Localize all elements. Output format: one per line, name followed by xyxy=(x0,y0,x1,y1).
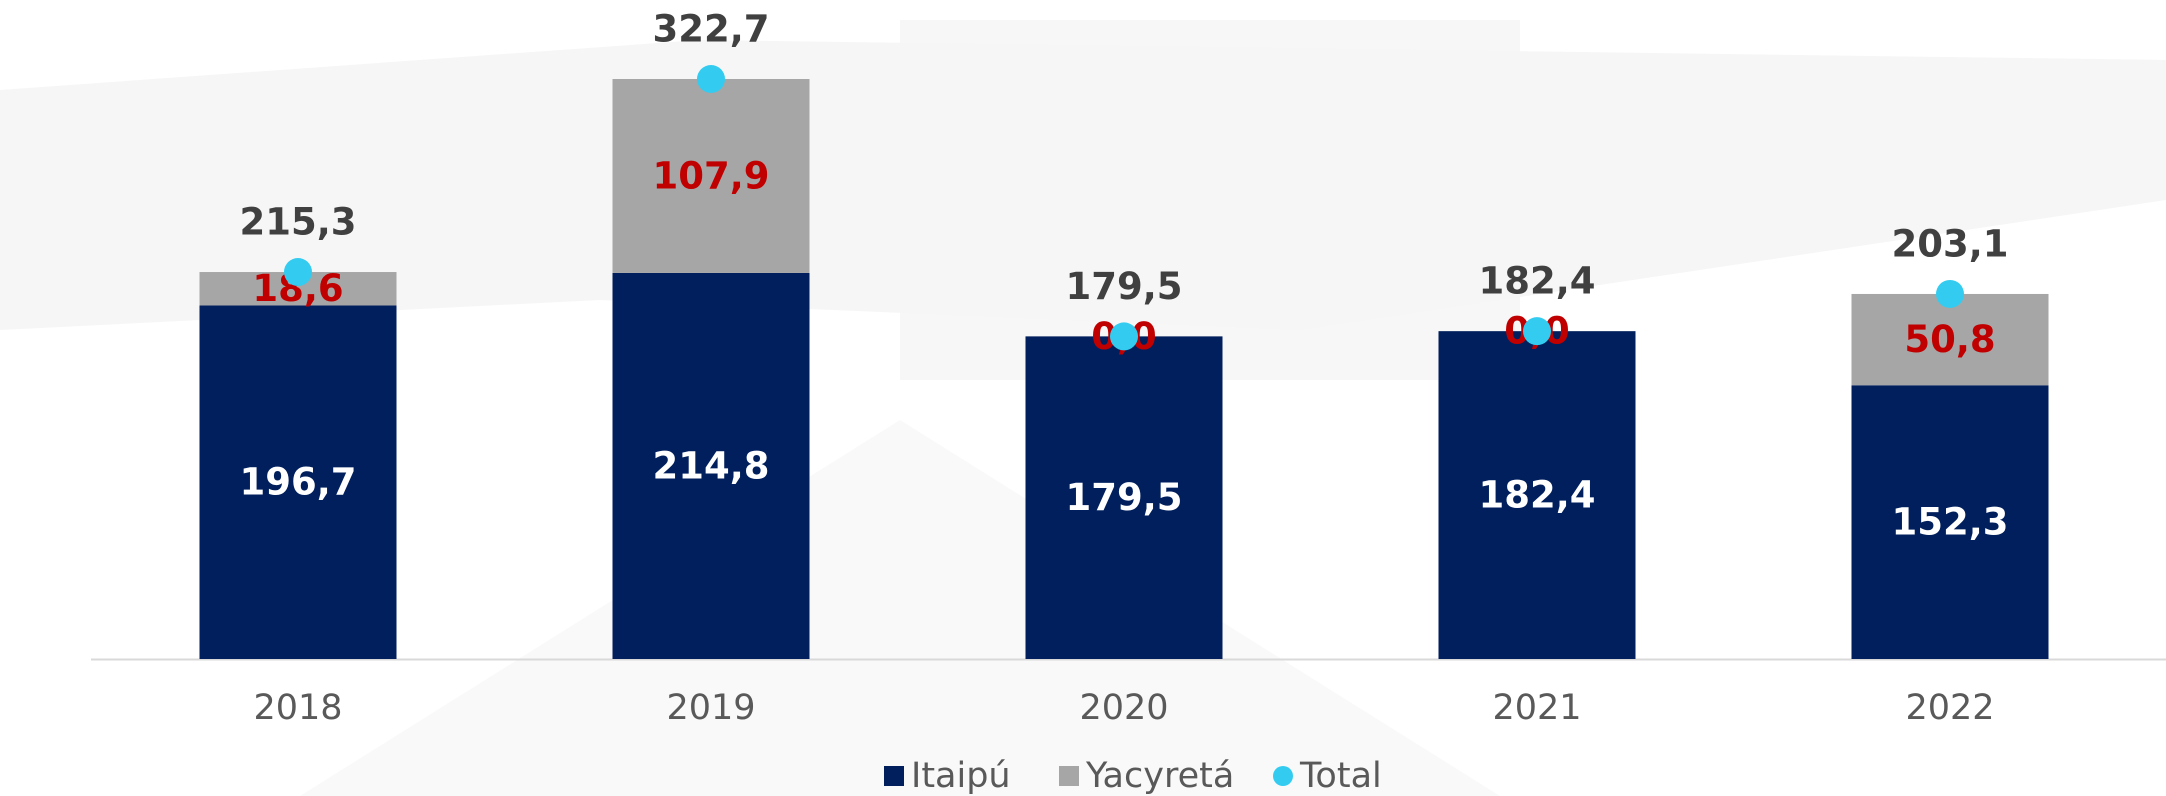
total-label: 179,5 xyxy=(1065,265,1182,308)
total-marker xyxy=(284,258,312,286)
legend-label: Itaipú xyxy=(911,756,1011,796)
legend-marker xyxy=(884,766,904,786)
bar-label: 152,3 xyxy=(1891,501,2008,544)
total-label: 322,7 xyxy=(652,8,769,51)
bar-label: 196,7 xyxy=(239,461,356,504)
bar-label: 214,8 xyxy=(652,444,769,487)
bar-label: 50,8 xyxy=(1904,318,1995,361)
total-marker xyxy=(1523,317,1551,345)
total-label: 203,1 xyxy=(1891,222,2008,265)
x-tick-label: 2020 xyxy=(1079,688,1168,728)
x-tick-label: 2021 xyxy=(1492,688,1581,728)
total-label: 182,4 xyxy=(1478,260,1595,303)
x-tick-label: 2019 xyxy=(666,688,755,728)
legend-label: Total xyxy=(1299,756,1382,796)
chart: 2018196,718,6215,32019214,8107,9322,7202… xyxy=(0,0,2166,796)
legend-marker xyxy=(1059,766,1079,786)
total-marker xyxy=(1936,280,1964,308)
total-marker xyxy=(697,65,725,93)
x-tick-label: 2022 xyxy=(1905,688,1994,728)
x-tick-label: 2018 xyxy=(253,688,342,728)
legend-marker xyxy=(1273,766,1293,786)
bar-label: 179,5 xyxy=(1065,476,1182,519)
total-marker xyxy=(1110,322,1138,350)
legend-label: Yacyretá xyxy=(1085,756,1234,796)
bar-label: 107,9 xyxy=(652,154,769,197)
total-label: 215,3 xyxy=(239,201,356,244)
bar-label: 182,4 xyxy=(1478,474,1595,517)
